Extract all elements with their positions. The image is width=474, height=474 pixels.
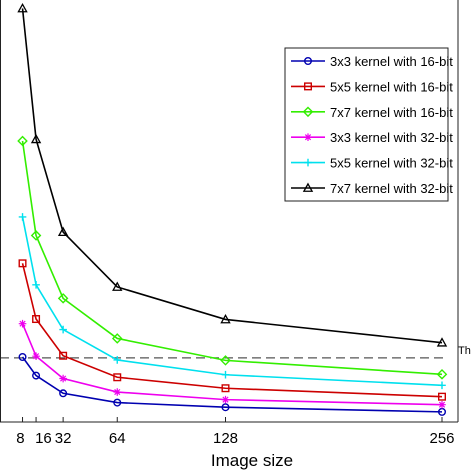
- data-point: [18, 319, 27, 328]
- legend-marker: [304, 82, 313, 91]
- data-point: [221, 403, 230, 412]
- legend: 3x3 kernel with 16-bit 5x5 kernel with 16…: [284, 47, 453, 202]
- data-point: [18, 259, 27, 268]
- data-point: [18, 213, 27, 221]
- data-point: [57, 293, 69, 304]
- data-point: [30, 230, 42, 241]
- data-point: [438, 392, 447, 401]
- x-tick-label: 32: [55, 430, 72, 447]
- series-2: [18, 259, 447, 401]
- legend-entry: 3x3 kernel with 32-bit: [291, 130, 453, 145]
- legend-entry: 5x5 kernel with 16-bit: [291, 79, 453, 94]
- data-point: [59, 374, 67, 383]
- series-3: [17, 135, 448, 380]
- data-point: [17, 3, 28, 13]
- x-tick-label: 64: [109, 430, 126, 447]
- threshold-label: Th: [458, 345, 471, 357]
- data-point: [32, 315, 41, 324]
- threshold-layer: Th: [0, 345, 471, 359]
- x-tick-label: 128: [213, 430, 238, 447]
- legend-label: 7x7 kernel with 32-bit: [330, 181, 453, 196]
- data-point: [30, 133, 42, 144]
- data-point: [113, 398, 122, 407]
- x-tick-label: 16: [35, 430, 52, 447]
- x-axis-label: Image size: [211, 451, 293, 470]
- data-point: [32, 281, 40, 289]
- series-line: [21, 263, 443, 398]
- series-line: [21, 8, 443, 344]
- series-4: [18, 319, 446, 409]
- legend-marker: [302, 106, 314, 118]
- legend-marker: [304, 158, 312, 167]
- data-point: [59, 389, 68, 398]
- data-point: [436, 337, 448, 347]
- data-point: [113, 356, 122, 364]
- data-point: [32, 371, 41, 380]
- data-point: [59, 325, 67, 334]
- legend-label: 7x7 kernel with 16-bit: [330, 105, 453, 120]
- x-tick-label: 8: [16, 430, 24, 447]
- data-point: [32, 352, 40, 360]
- series-line: [21, 216, 443, 387]
- series-layer: [17, 3, 448, 416]
- data-point: [59, 351, 68, 360]
- data-point: [18, 353, 27, 362]
- data-point: [436, 369, 448, 380]
- legend-marker: [304, 133, 312, 141]
- data-point: [221, 395, 230, 404]
- legend-entry: 7x7 kernel with 16-bit: [291, 105, 453, 120]
- series-line: [21, 323, 443, 406]
- series-5: [18, 213, 446, 390]
- legend-entry: 7x7 kernel with 32-bit: [291, 181, 453, 196]
- legend-label: 5x5 kernel with 16-bit: [330, 79, 453, 94]
- legend-label: 3x3 kernel with 16-bit: [330, 54, 453, 69]
- legend-marker: [302, 182, 314, 192]
- legend-entry: 5x5 kernel with 32-bit: [291, 156, 453, 171]
- data-point: [113, 373, 122, 382]
- data-point: [438, 381, 446, 390]
- legend-label: 5x5 kernel with 32-bit: [330, 156, 453, 171]
- x-tick-layer: 8 16 32 64 128 256: [16, 417, 455, 447]
- data-point: [438, 400, 446, 409]
- data-point: [112, 281, 123, 291]
- series-6: [17, 3, 448, 347]
- legend-entry: 3x3 kernel with 16-bit: [291, 54, 453, 69]
- legend-box: [284, 47, 449, 202]
- data-point: [221, 384, 230, 393]
- series-1: [18, 353, 447, 416]
- data-point: [113, 388, 122, 396]
- data-point: [220, 314, 231, 324]
- data-point: [221, 370, 230, 379]
- data-point: [438, 407, 447, 416]
- legend-label: 3x3 kernel with 32-bit: [330, 130, 453, 145]
- data-point: [57, 226, 69, 237]
- axis-layer: [0, 0, 459, 423]
- series-line: [21, 140, 443, 376]
- data-point: [220, 355, 231, 366]
- legend-marker: [304, 57, 313, 66]
- x-tick-label: 256: [429, 430, 454, 447]
- data-point: [111, 333, 123, 344]
- data-point: [17, 135, 28, 147]
